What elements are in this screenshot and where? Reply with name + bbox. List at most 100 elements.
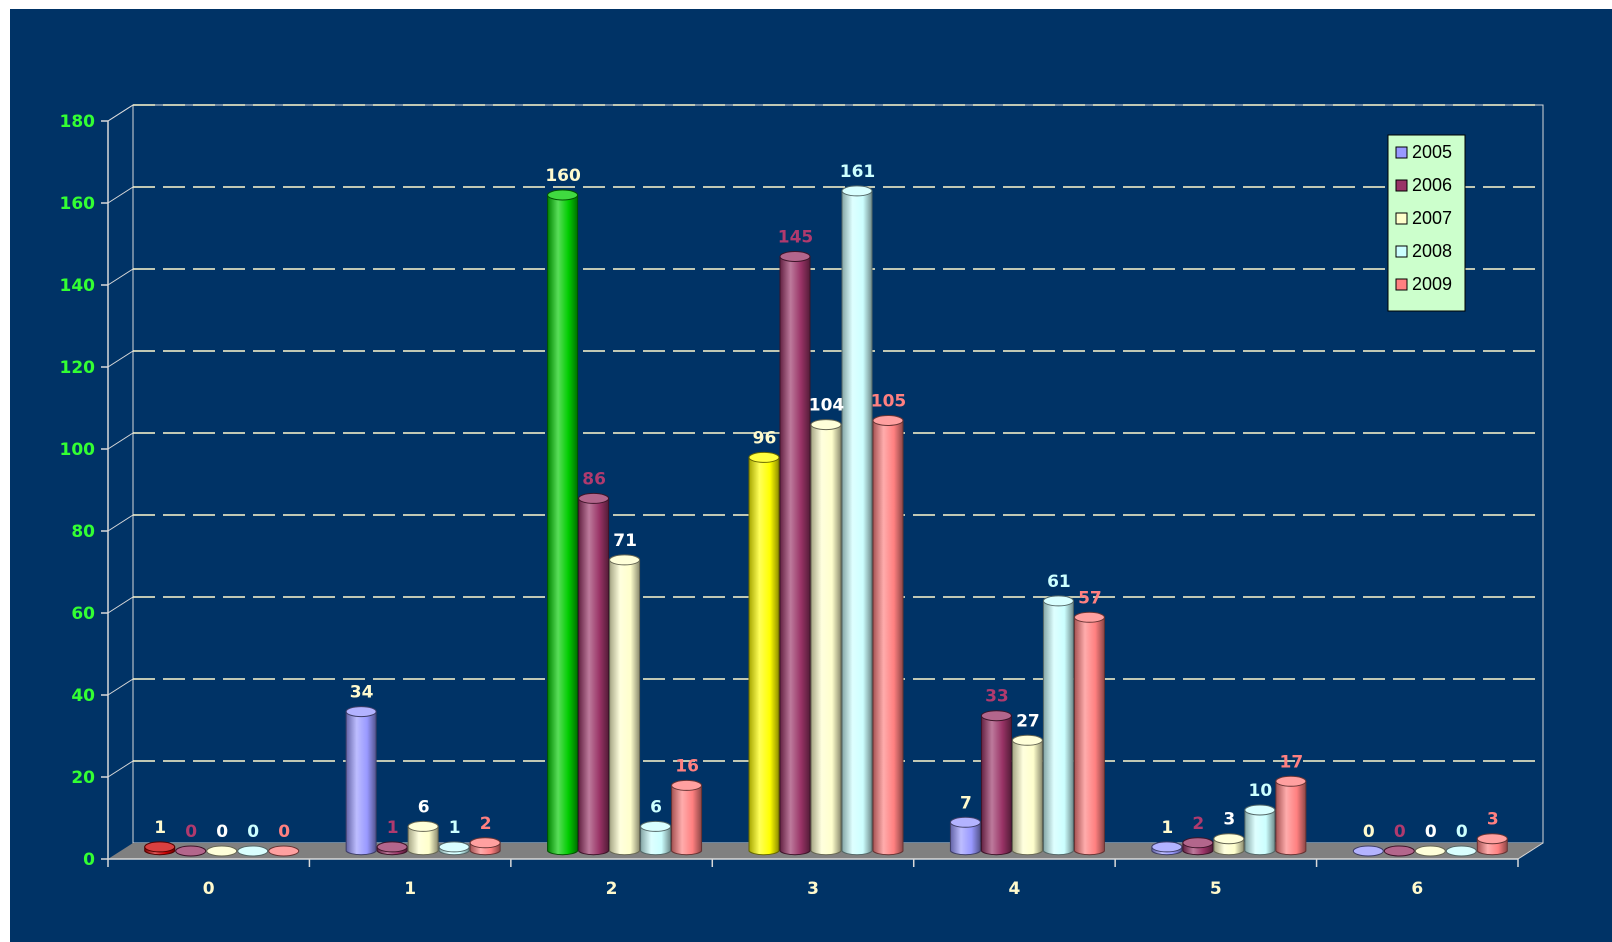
bar <box>175 845 207 857</box>
bar-top <box>810 419 842 431</box>
y-tick-label: 80 <box>71 522 95 542</box>
data-label: 104 <box>809 396 845 416</box>
x-tick-label: 6 <box>1411 879 1423 899</box>
bar-body <box>609 559 641 856</box>
bar <box>1352 845 1384 857</box>
bar <box>640 820 672 856</box>
bar-body <box>1011 739 1043 856</box>
data-label: 105 <box>871 392 907 412</box>
y-tick-label: 0 <box>83 850 95 870</box>
bar <box>1244 804 1276 856</box>
chart-frame: 0 20 40 60 80 100 120 140 160 180 0 1 2 3 4 5 6 1 34 160 96… <box>10 9 1612 942</box>
bar <box>268 845 300 857</box>
bar <box>1213 833 1245 856</box>
data-label: 96 <box>753 428 777 448</box>
bar-top <box>1213 833 1245 845</box>
gridline-side <box>107 678 134 696</box>
y-tick-label: 60 <box>71 604 95 624</box>
bar-top <box>1011 734 1043 746</box>
x-tick-label: 4 <box>1009 879 1021 899</box>
bar-body <box>1275 780 1307 856</box>
data-label: 86 <box>582 469 606 489</box>
bar <box>206 845 238 857</box>
bar-body <box>810 424 842 856</box>
bar-body <box>345 711 377 856</box>
legend-label: 2006 <box>1412 175 1452 195</box>
bar-top <box>640 820 672 832</box>
gridline-side <box>107 596 134 614</box>
bar-body <box>547 194 579 856</box>
data-label: 0 <box>1425 822 1437 842</box>
bar <box>841 185 873 856</box>
bar-top <box>1073 611 1105 623</box>
bar-top <box>175 845 207 857</box>
bar-top <box>872 415 904 426</box>
legend: 2005 2006 2007 2008 2009 <box>1387 134 1466 312</box>
bar <box>237 845 269 857</box>
data-label: 6 <box>418 797 430 817</box>
bar <box>1182 837 1214 856</box>
bar-top <box>609 554 641 566</box>
data-label: 0 <box>247 822 259 842</box>
bar-top <box>438 841 470 853</box>
bars <box>144 185 1508 857</box>
data-label: 2 <box>480 814 492 834</box>
bar <box>980 710 1012 856</box>
bar <box>1476 833 1508 856</box>
bar-top <box>237 845 269 857</box>
bar-top <box>1244 804 1276 816</box>
bar-top <box>1151 841 1183 853</box>
y-tick-label: 180 <box>60 112 96 132</box>
legend-swatch <box>1395 179 1408 192</box>
bar-top <box>547 189 579 201</box>
data-label: 71 <box>613 531 637 551</box>
bar <box>438 841 470 856</box>
data-label: 7 <box>960 793 972 813</box>
bar <box>872 415 904 856</box>
bar-top <box>748 451 780 463</box>
data-label: 0 <box>1363 822 1375 842</box>
data-label: 0 <box>1394 822 1406 842</box>
bar <box>578 492 610 856</box>
legend-label: 2009 <box>1412 274 1452 294</box>
x-tick-label: 5 <box>1210 879 1222 899</box>
bar-top <box>376 841 408 853</box>
y-tick-label: 160 <box>60 194 96 214</box>
bar-top <box>345 706 377 718</box>
y-axis-top-edge <box>107 104 134 122</box>
bar <box>671 779 703 856</box>
data-label: 0 <box>1456 822 1468 842</box>
bar-body <box>1073 616 1105 856</box>
bar <box>1042 595 1074 856</box>
bar-top <box>1383 845 1415 857</box>
bar <box>1151 841 1183 856</box>
bar-top <box>779 251 811 262</box>
legend-label: 2007 <box>1412 208 1452 228</box>
data-label: 27 <box>1016 711 1040 731</box>
bar <box>407 820 439 856</box>
bar-top <box>578 492 610 504</box>
legend-label: 2008 <box>1412 241 1452 261</box>
bar-body <box>841 190 873 856</box>
bar <box>779 251 811 856</box>
bar-top <box>469 837 501 849</box>
data-label: 161 <box>840 162 876 182</box>
bar <box>1383 845 1415 857</box>
bar-body <box>1042 600 1074 856</box>
bar-body <box>872 420 904 856</box>
data-label: 0 <box>185 822 197 842</box>
gridline-side <box>107 432 134 450</box>
bar-top <box>1275 775 1307 787</box>
data-label: 145 <box>778 228 814 248</box>
bar-top <box>268 845 300 857</box>
data-label: 61 <box>1047 572 1071 592</box>
y-tick-label: 40 <box>71 686 95 706</box>
data-label: 160 <box>545 166 581 186</box>
data-label: 0 <box>278 822 290 842</box>
x-axis-right-edge <box>1517 842 1544 860</box>
gridline-side <box>107 350 134 368</box>
data-label: 57 <box>1078 588 1102 608</box>
bar <box>949 816 981 856</box>
bar-top <box>1445 845 1477 857</box>
